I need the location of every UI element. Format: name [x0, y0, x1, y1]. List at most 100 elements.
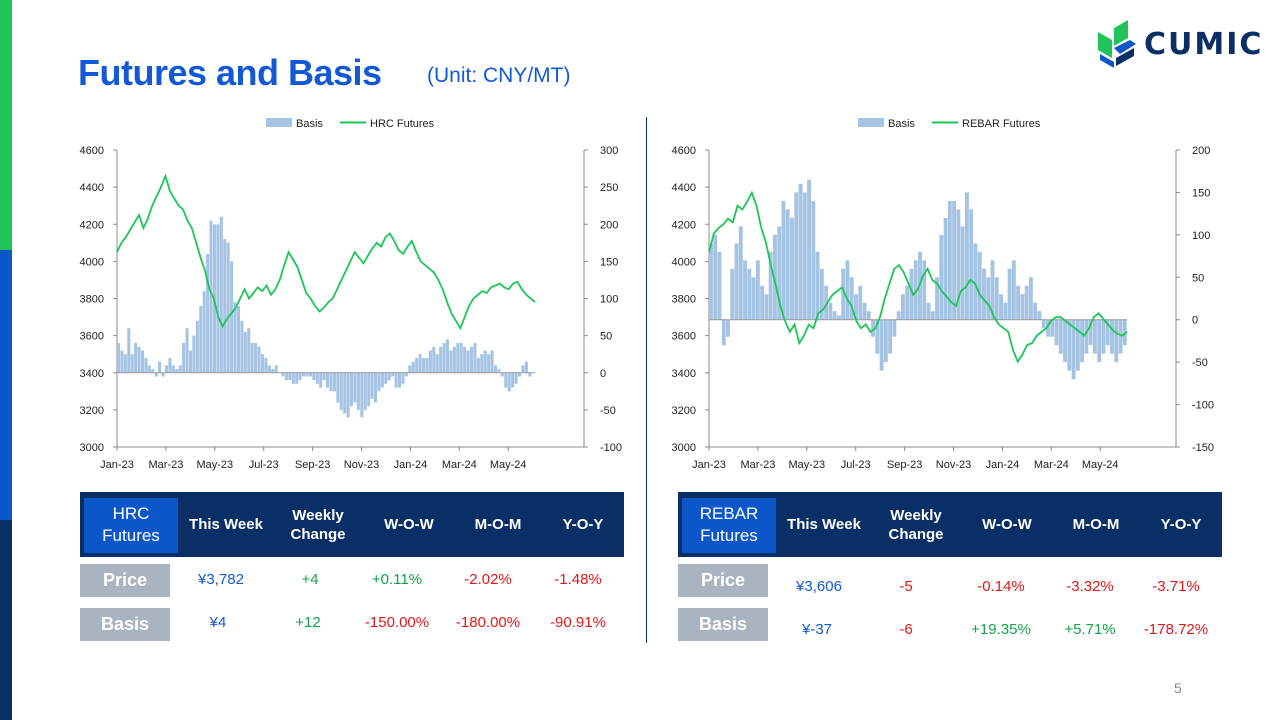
y-right-tick-label: 200	[600, 219, 618, 231]
basis-bar	[459, 343, 463, 373]
basis-bar	[137, 346, 141, 373]
basis-bar	[973, 243, 978, 320]
y-right-tick-label: -100	[600, 442, 622, 454]
basis-bar	[302, 372, 306, 377]
y-right-tick-label: 150	[1192, 187, 1210, 199]
basis-bar	[1007, 268, 1012, 320]
col-weekly-change: Weekly Change	[272, 492, 364, 557]
y-right-tick-label: -100	[1192, 400, 1214, 412]
basis-bar	[291, 372, 295, 384]
hrc-chart-svg: Basis HRC Futures300032003400360038004000…	[80, 118, 622, 471]
basis-bar	[171, 365, 175, 373]
x-tick-label: May-23	[196, 459, 233, 471]
basis-bar	[1071, 319, 1076, 380]
rebar-table-header: REBAR Futures This Week Weekly Change W-…	[678, 492, 1222, 557]
basis-bar	[1110, 319, 1114, 354]
basis-bar	[790, 217, 794, 320]
y-right-tick-label: 100	[600, 294, 618, 306]
basis-bar	[854, 294, 858, 320]
basis-bar	[398, 372, 402, 388]
y-left-tick-label: 4600	[80, 145, 104, 157]
basis-bar	[134, 343, 138, 373]
basis-bar	[425, 357, 429, 373]
basis-bar	[298, 372, 302, 381]
basis-bar	[161, 372, 165, 377]
col-mom: M-O-M	[474, 516, 522, 533]
basis-bar	[709, 243, 713, 320]
basis-bar	[721, 319, 726, 346]
hrc-table: HRC Futures This Week Weekly Change W-O-…	[80, 492, 624, 652]
basis-bar	[497, 369, 501, 373]
basis-bar	[271, 369, 275, 373]
basis-bar	[1041, 319, 1046, 329]
x-tick-label: Mar-24	[1034, 459, 1069, 471]
y-left-tick-label: 4600	[672, 145, 696, 157]
basis-bar	[504, 372, 508, 388]
basis-bar	[350, 372, 354, 407]
col-weekly-line2: Change	[290, 525, 346, 543]
basis-bar	[154, 372, 158, 377]
basis-bar	[254, 343, 258, 373]
y-right-tick-label: 100	[1192, 230, 1210, 242]
side-accent-bar	[0, 0, 12, 720]
basis-bar	[305, 372, 309, 377]
logo-text: CUMIC	[1144, 27, 1264, 62]
basis-bar	[772, 234, 777, 320]
basis-bar	[312, 372, 316, 381]
basis-bar	[394, 372, 398, 388]
x-tick-label: Jul-23	[841, 459, 871, 471]
futures-line	[708, 190, 1128, 364]
basis-bar	[219, 216, 223, 373]
basis-bar	[879, 319, 884, 371]
basis-bar	[760, 285, 765, 320]
basis-bar	[363, 372, 367, 410]
basis-bar	[1028, 277, 1033, 320]
basis-bar	[521, 365, 525, 373]
basis-bar	[374, 372, 378, 403]
basis-bar	[360, 372, 364, 418]
basis-bar	[900, 294, 905, 320]
basis-bar	[785, 209, 790, 320]
basis-bar	[939, 234, 944, 320]
basis-bar	[999, 294, 1003, 320]
x-tick-label: Sep-23	[887, 459, 922, 471]
basis-bar	[896, 311, 901, 320]
y-right-tick-label: 0	[1192, 315, 1198, 327]
y-left-tick-label: 4400	[80, 182, 104, 194]
basis-bar	[815, 251, 820, 320]
basis-bar	[326, 372, 330, 388]
hrc-chart: Basis HRC Futures 3000 3200 3400 3600 3800 4000…	[70, 110, 630, 480]
hrc-price-weekly-change: +4	[301, 571, 319, 588]
rebar-price-wow: -0.14%	[977, 578, 1025, 595]
basis-bar	[909, 268, 914, 320]
basis-bar	[247, 328, 251, 373]
legend-basis-label: Basis	[888, 118, 915, 130]
rebar-price-this-week: ¥3,606	[796, 578, 842, 595]
y-right-tick-label: 50	[600, 331, 612, 343]
hrc-table-header: HRC Futures This Week Weekly Change W-O-…	[80, 492, 624, 557]
basis-bar	[977, 251, 982, 320]
y-left-tick-label: 3000	[80, 442, 104, 454]
basis-bar	[511, 372, 515, 388]
col-weekly-line1: Weekly	[292, 506, 344, 524]
basis-bar	[1118, 319, 1123, 354]
basis-bar	[264, 357, 268, 373]
basis-bar	[185, 328, 189, 373]
page-title: Futures and Basis	[78, 52, 382, 93]
basis-bar	[284, 372, 288, 381]
basis-bar	[738, 226, 743, 320]
basis-bar	[435, 354, 439, 373]
unit-label: (Unit: CNY/MT)	[427, 64, 571, 87]
basis-bar	[849, 277, 854, 320]
basis-bar	[411, 361, 415, 373]
basis-bar	[883, 319, 888, 363]
row-label-basis: Basis	[80, 608, 170, 641]
rebar-basis-wow: +19.35%	[971, 621, 1031, 638]
basis-bar	[195, 320, 199, 373]
y-left-tick-label: 3800	[672, 294, 696, 306]
hrc-corner-line2: Futures	[102, 526, 160, 545]
basis-bar	[1097, 319, 1102, 363]
basis-bar	[824, 285, 829, 320]
basis-bar	[905, 285, 910, 320]
basis-bar	[343, 372, 347, 414]
